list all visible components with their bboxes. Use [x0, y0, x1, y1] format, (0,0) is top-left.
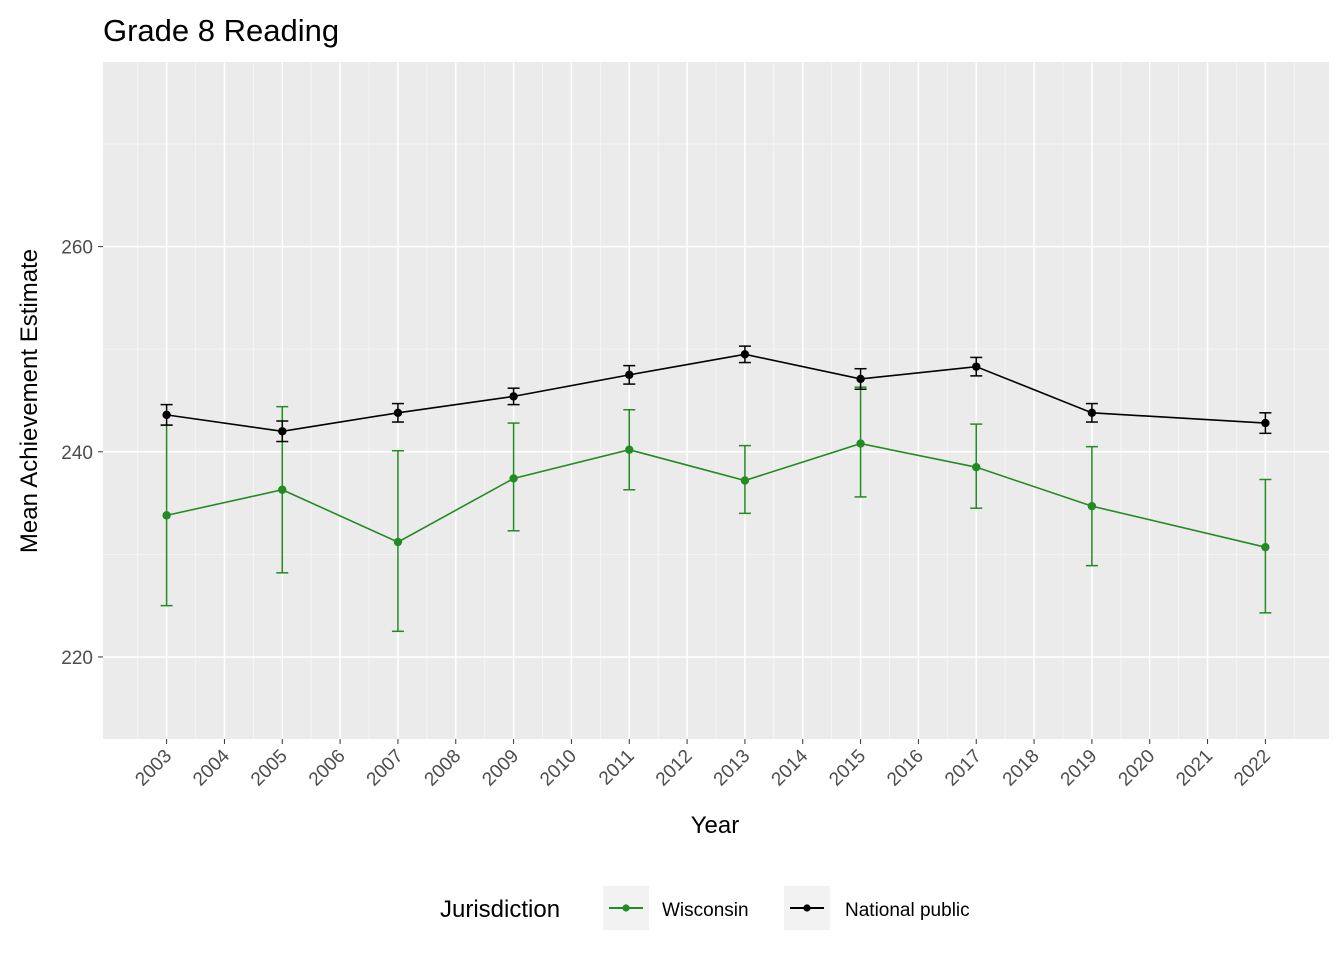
data-point-wisconsin	[278, 485, 287, 494]
x-tick-label: 2006	[305, 746, 350, 791]
series-line-national-public	[166, 353, 1266, 433]
data-point-national-public	[625, 370, 634, 380]
x-tick-label: 2013	[710, 746, 755, 791]
x-tick-label: 2015	[825, 746, 870, 791]
data-point-national-public	[1087, 408, 1097, 418]
x-tick-label: 2017	[941, 746, 986, 791]
chart-title: Grade 8 Reading	[103, 13, 339, 48]
x-tick-label: 2021	[1172, 746, 1217, 791]
grid-major	[103, 62, 1329, 739]
x-tick-label: 2012	[652, 746, 697, 791]
legend-item-national-public: National public	[784, 886, 970, 930]
x-tick-label: 2008	[421, 746, 466, 791]
data-point-national-public	[740, 350, 750, 359]
x-tick-label: 2016	[883, 746, 928, 791]
legend-label-wisconsin: Wisconsin	[662, 900, 749, 921]
y-axis: 220 240 260	[61, 238, 103, 669]
x-tick-label: 2020	[1115, 746, 1160, 791]
data-point-national-public	[278, 427, 287, 436]
series-layer	[160, 345, 1272, 633]
y-tick-label: 240	[61, 443, 93, 464]
data-point-wisconsin	[393, 537, 403, 547]
legend: Jurisdiction Wisconsin National public	[440, 886, 970, 930]
x-tick-label: 2004	[189, 745, 234, 790]
y-tick-label: 260	[61, 238, 93, 259]
y-tick-label: 220	[61, 648, 93, 669]
data-point-national-public	[162, 410, 171, 420]
x-tick-label: 2007	[363, 746, 408, 791]
x-tick-label: 2014	[768, 745, 813, 790]
series-line-wisconsin	[166, 442, 1266, 548]
data-point-national-public	[393, 408, 403, 418]
data-point-national-public	[972, 362, 981, 371]
data-point-national-public	[856, 374, 865, 384]
x-tick-label: 2011	[595, 746, 639, 790]
x-tick-label: 2018	[999, 746, 1044, 791]
legend-point-national-public	[803, 904, 811, 912]
series-wisconsin	[160, 386, 1272, 633]
data-point-national-public	[1261, 418, 1270, 428]
data-point-wisconsin	[162, 511, 171, 520]
data-point-wisconsin	[1261, 542, 1270, 552]
x-tick-label: 2009	[478, 746, 523, 791]
data-point-wisconsin	[856, 439, 865, 448]
data-point-wisconsin	[509, 474, 518, 483]
legend-title: Jurisdiction	[440, 896, 560, 923]
grid-minor	[103, 62, 1329, 739]
data-point-wisconsin	[972, 462, 981, 472]
legend-label-national-public: National public	[845, 900, 970, 921]
x-tick-label: 2003	[131, 746, 176, 791]
data-point-national-public	[509, 392, 518, 401]
data-point-wisconsin	[625, 445, 634, 454]
x-axis-title: Year	[691, 812, 740, 839]
data-point-wisconsin	[740, 476, 750, 485]
x-tick-label: 2005	[247, 746, 292, 791]
legend-point-wisconsin	[622, 904, 630, 912]
x-tick-label: 2019	[1057, 746, 1102, 791]
y-axis-title: Mean Achievement Estimate	[16, 249, 43, 553]
x-tick-label: 2022	[1230, 746, 1275, 791]
legend-item-wisconsin: Wisconsin	[603, 886, 749, 930]
x-tick-label: 2010	[536, 746, 581, 791]
series-national-public	[160, 345, 1272, 443]
x-axis: 2003 2004 2005 2006 2007 2008 2009 2010 2011 2012…	[131, 739, 1275, 790]
data-point-wisconsin	[1087, 501, 1097, 511]
